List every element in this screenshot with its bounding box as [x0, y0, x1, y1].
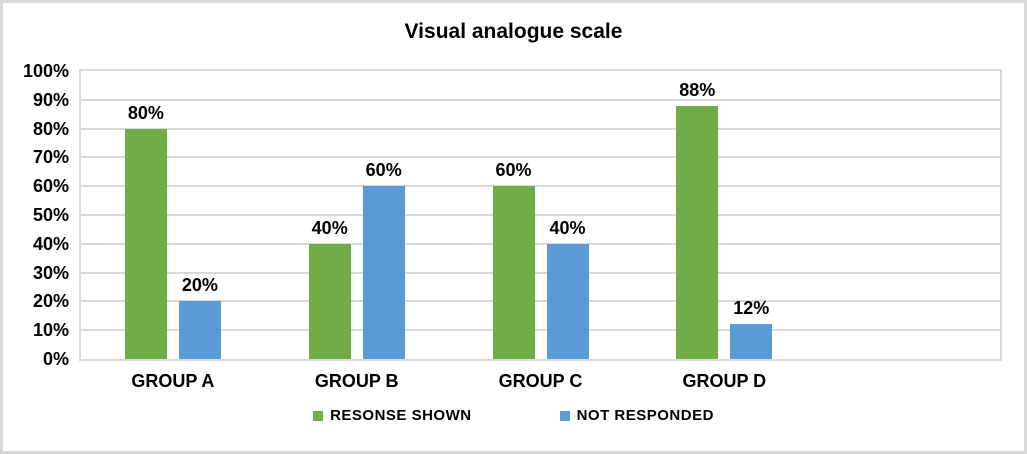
gridline [81, 214, 1000, 216]
x-category-label-group-a: GROUP A [131, 371, 215, 391]
gridline [81, 271, 1000, 274]
data-label-not-responded-group-d: 12% [733, 298, 770, 319]
data-label-resonse-shown-group-d: 88% [679, 79, 716, 100]
gridline [81, 156, 1000, 159]
bar-not-responded-group-a [178, 301, 221, 359]
y-tick-label: 40% [32, 233, 69, 254]
y-tick-label: 10% [32, 320, 69, 341]
x-category-label-group-b: GROUP B [314, 371, 399, 391]
legend-swatch-resonse-shown [313, 410, 324, 421]
gridline [81, 127, 1000, 130]
data-label-resonse-shown-group-c: 60% [495, 160, 532, 181]
x-category-label-group-c: GROUP C [498, 371, 583, 391]
y-tick-label: 100% [22, 61, 69, 81]
y-tick-label: 20% [32, 291, 69, 312]
data-label-not-responded-group-a: 20% [181, 275, 218, 296]
bar-not-responded-group-c [546, 243, 589, 359]
y-tick-label: 90% [32, 89, 69, 110]
bar-resonse-shown-group-c [492, 186, 535, 359]
bar-resonse-shown-group-d [676, 105, 719, 359]
legend: RESONSE SHOWN NOT RESPONDED [3, 407, 1024, 424]
data-label-resonse-shown-group-b: 40% [311, 217, 348, 238]
y-tick-label: 30% [32, 262, 69, 283]
legend-label-not-responded: NOT RESPONDED [576, 407, 714, 424]
plot-area: 80% 40% 60% 88% 20% 60% 40% 12% [79, 69, 1002, 361]
gridline [81, 185, 1000, 188]
data-label-not-responded-group-b: 60% [365, 160, 402, 181]
legend-item-not-responded: NOT RESPONDED [559, 407, 714, 424]
bar-resonse-shown-group-b [308, 243, 351, 359]
bar-not-responded-group-d [730, 324, 773, 359]
y-tick-label: 60% [32, 176, 69, 197]
legend-label-resonse-shown: RESONSE SHOWN [330, 407, 472, 424]
y-tick-label: 50% [32, 205, 69, 225]
gridline [81, 300, 1000, 303]
bar-not-responded-group-b [362, 186, 405, 359]
chart-title: Visual analogue scale [404, 20, 623, 43]
y-tick-label: 0% [42, 349, 69, 369]
y-tick-label: 70% [32, 147, 69, 168]
gridline [81, 98, 1000, 101]
data-label-not-responded-group-c: 40% [549, 217, 586, 238]
gridline [81, 242, 1000, 245]
data-label-resonse-shown-group-a: 80% [127, 102, 164, 123]
y-tick-label: 80% [32, 118, 69, 139]
legend-item-resonse-shown: RESONSE SHOWN [313, 407, 472, 424]
legend-swatch-not-responded [559, 410, 570, 421]
x-category-label-group-d: GROUP D [682, 371, 767, 391]
gridline [81, 329, 1000, 332]
bar-resonse-shown-group-a [124, 128, 167, 359]
